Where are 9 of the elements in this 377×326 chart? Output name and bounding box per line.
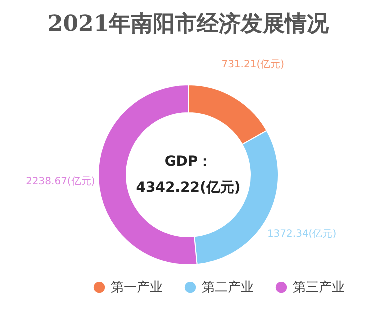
chart-title: 2021年南阳市经济发展情况: [48, 11, 330, 37]
data-label: 731.21(亿元): [222, 60, 285, 70]
data-label: 1372.34(亿元): [267, 229, 337, 240]
data-label: 2238.67(亿元): [26, 176, 96, 188]
legend-label: 第二产业: [202, 280, 254, 296]
text: 4342.22(亿元): [136, 180, 241, 196]
legend-label: 第一产业: [111, 280, 163, 296]
legend-label: 第三产业: [293, 280, 345, 296]
text: GDP：: [164, 154, 212, 170]
